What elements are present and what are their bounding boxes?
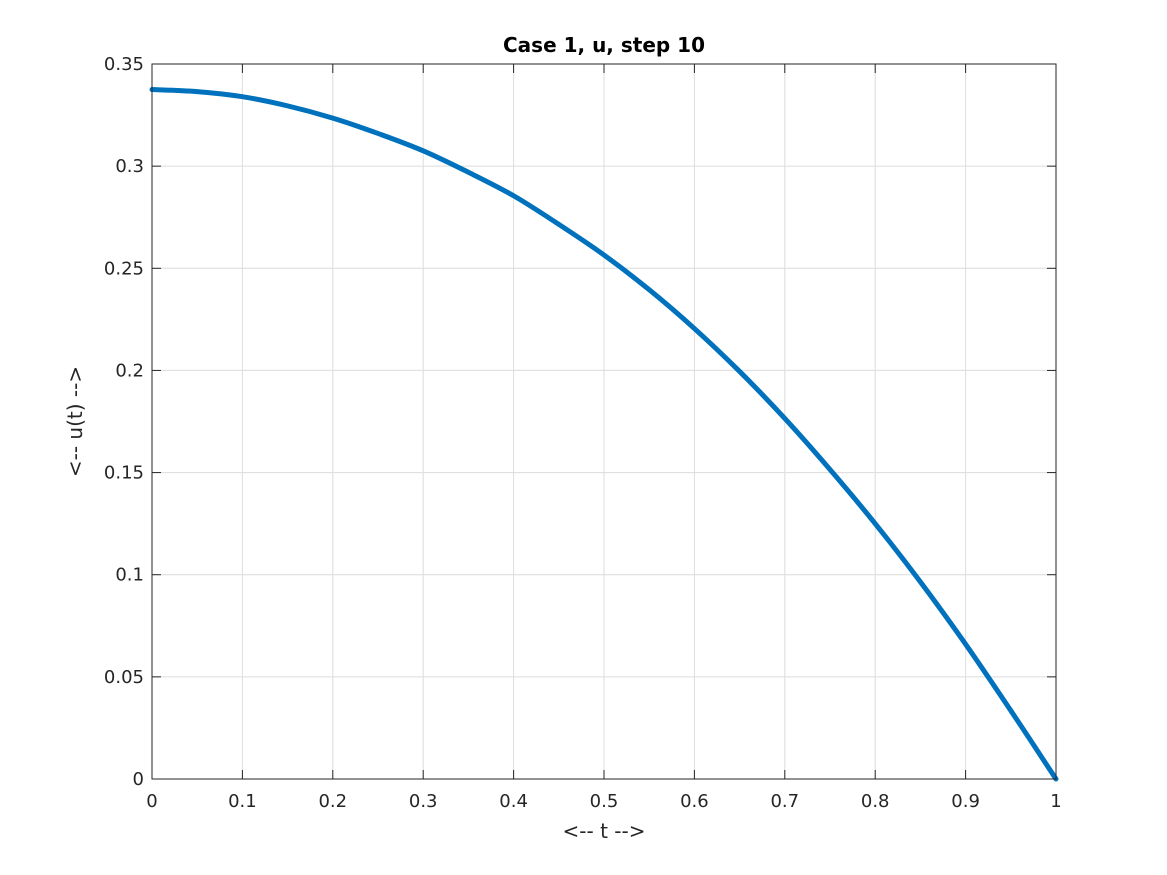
y-tick-label: 0.2 [115,360,144,381]
x-tick-label: 0.8 [861,791,890,812]
x-tick-label: 0.7 [770,791,799,812]
x-tick-label: 0.9 [951,791,980,812]
x-tick-label: 0.3 [409,791,438,812]
y-tick-label: 0.25 [104,258,144,279]
y-tick-label: 0.35 [104,54,144,75]
tick-marks [151,63,1057,780]
x-tick-label: 0.5 [590,791,619,812]
x-tick-label: 0.2 [318,791,347,812]
series-line [149,87,1059,782]
x-tick-label: 0.1 [228,791,257,812]
y-tick-label: 0 [133,769,144,790]
x-tick-label: 0.4 [499,791,528,812]
x-tick-label: 0 [146,791,157,812]
x-tick-label: 1 [1050,791,1061,812]
y-tick-label: 0.15 [104,463,144,484]
y-tick-label: 0.3 [115,156,144,177]
y-tick-labels: 0 0.05 0.1 0.15 0.2 0.25 0.3 0.35 [104,54,144,790]
x-axis-label: <-- t --> [563,819,646,843]
y-tick-label: 0.05 [104,667,144,688]
x-tick-label: 0.6 [680,791,709,812]
series-layer [149,87,1059,782]
y-axis-label: <-- u(t) --> [63,366,87,477]
chart-title: Case 1, u, step 10 [503,33,705,57]
x-tick-labels: 0 0.1 0.2 0.3 0.4 0.5 0.6 0.7 0.8 0.9 1 [146,791,1061,812]
y-tick-label: 0.1 [115,565,144,586]
